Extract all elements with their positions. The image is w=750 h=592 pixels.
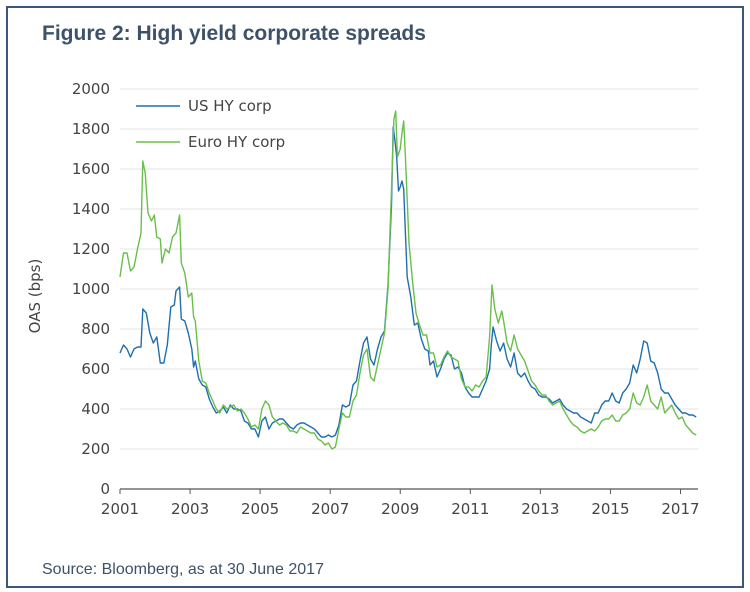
x-tick-label: 2007 <box>311 500 349 518</box>
y-tick-label: 1600 <box>72 160 110 178</box>
x-tick-label: 2009 <box>381 500 419 518</box>
figure-title: Figure 2: High yield corporate spreads <box>42 22 426 45</box>
x-tick-label: 2005 <box>241 500 279 518</box>
x-tick-label: 2017 <box>661 500 699 518</box>
series-line-euro-hy-corp <box>119 110 697 450</box>
y-tick-label: 2000 <box>72 80 110 98</box>
y-axis-title: OAS (bps) <box>26 259 44 334</box>
y-tick-label: 1000 <box>72 280 110 298</box>
legend: US HY corp Euro HY corp <box>136 97 285 151</box>
y-tick-label: 400 <box>81 400 110 418</box>
legend-label: Euro HY corp <box>188 133 285 151</box>
y-tick-label: 0 <box>100 480 110 498</box>
x-tick-label: 2013 <box>521 500 559 518</box>
legend-label: US HY corp <box>188 97 272 115</box>
series-line-us-hy-corp <box>119 126 697 438</box>
y-tick-label: 200 <box>81 440 110 458</box>
x-tick-label: 2015 <box>591 500 629 518</box>
line-chart: 0 200 400 600 800 1000 1200 1400 1600 1800 2000 200… <box>26 80 700 518</box>
y-tick-label: 600 <box>81 360 110 378</box>
source-note: Source: Bloomberg, as at 30 June 2017 <box>42 561 324 578</box>
x-tick-label: 2001 <box>101 500 139 518</box>
series-lines <box>119 110 697 450</box>
figure-frame: Figure 2: High yield corporate spreads 0… <box>6 6 744 588</box>
axes: 0 200 400 600 800 1000 1200 1400 1600 1800 2000 200… <box>72 80 700 518</box>
x-tick-label: 2011 <box>451 500 489 518</box>
x-tick-label: 2003 <box>171 500 209 518</box>
y-tick-label: 1200 <box>72 240 110 258</box>
y-tick-label: 1800 <box>72 120 110 138</box>
y-tick-label: 1400 <box>72 200 110 218</box>
y-tick-label: 800 <box>81 320 110 338</box>
